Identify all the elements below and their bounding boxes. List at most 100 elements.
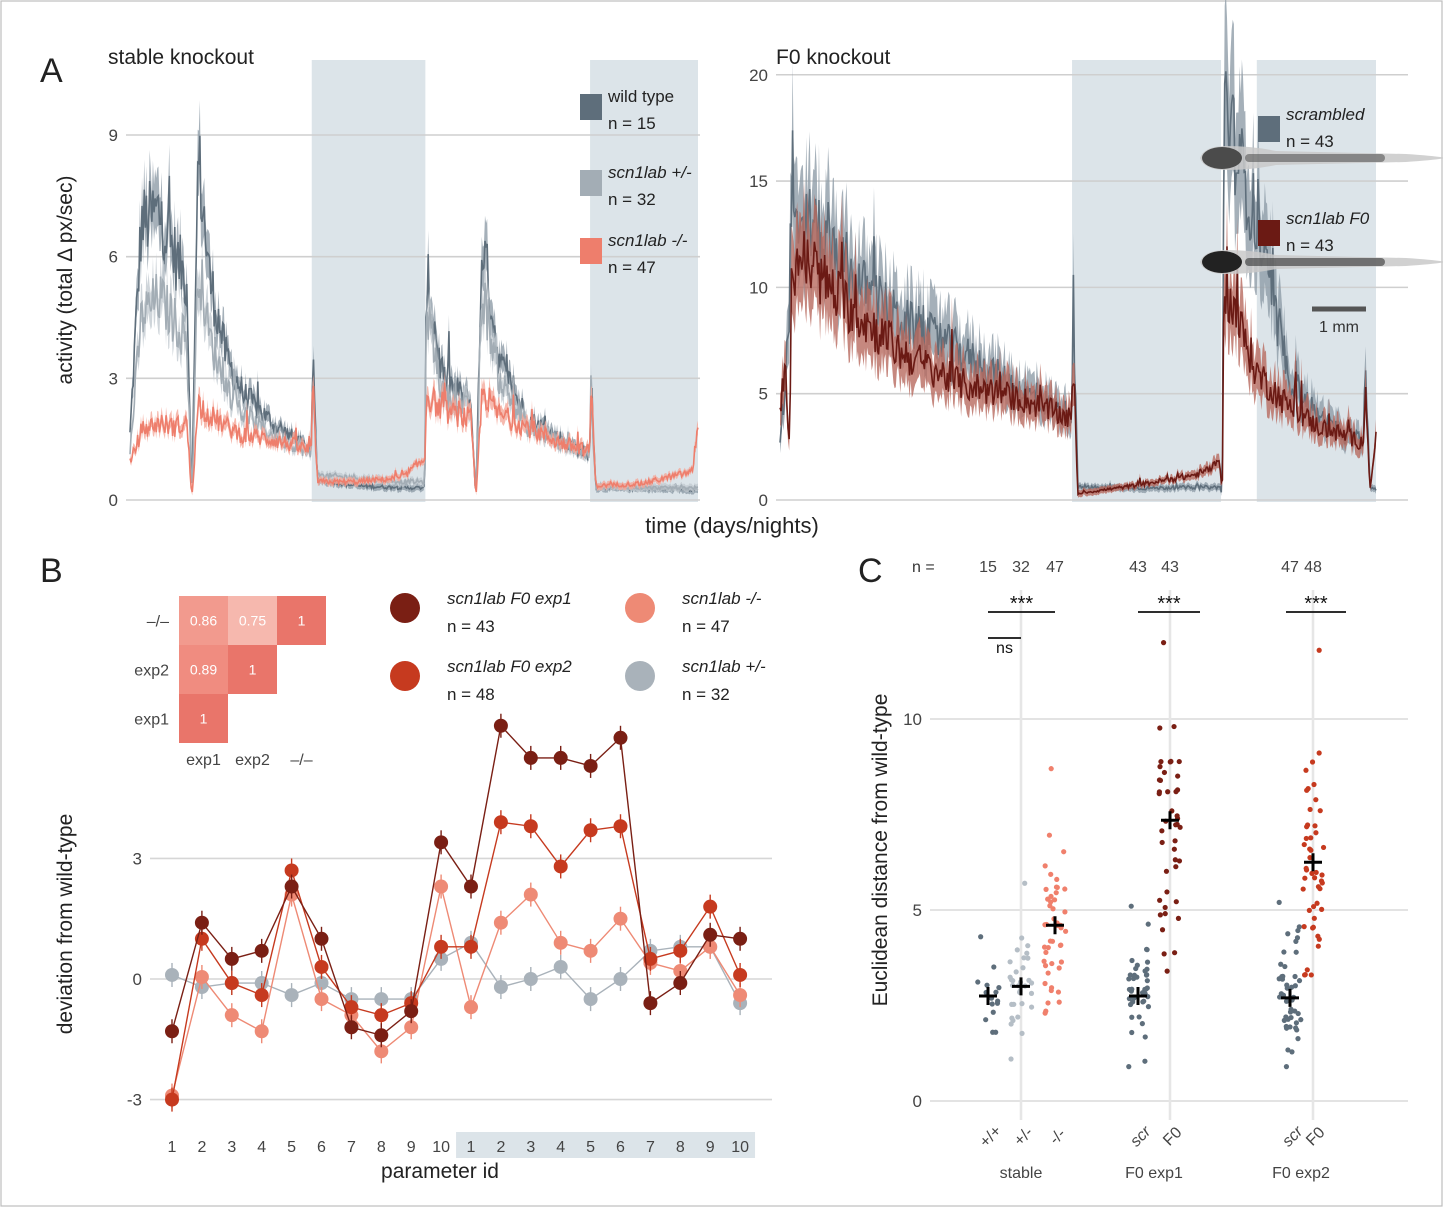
data-point — [1313, 830, 1319, 836]
data-point — [1308, 972, 1314, 978]
heatmap-col-label: exp2 — [235, 752, 270, 769]
data-point — [1019, 1030, 1025, 1036]
x-tick-label: 8 — [676, 1139, 685, 1156]
data-point — [1162, 911, 1168, 917]
data-point — [1304, 787, 1310, 793]
data-point — [1128, 903, 1134, 909]
data-point — [434, 879, 449, 894]
data-point — [344, 1020, 359, 1035]
x-tick-label: 4 — [257, 1139, 266, 1156]
data-point — [978, 934, 984, 940]
legend-n-1: n = 32 — [608, 190, 656, 209]
data-point — [1176, 758, 1182, 765]
mean-marker — [1304, 853, 1322, 872]
data-point — [165, 967, 179, 982]
n-count: 32 — [1012, 559, 1030, 576]
night-band-2 — [590, 60, 698, 502]
data-point — [523, 750, 538, 765]
heatmap-col-label: –/– — [290, 752, 312, 769]
x-tick-label: 3 — [526, 1139, 535, 1156]
data-point — [703, 927, 718, 942]
larva-images — [1200, 146, 1443, 274]
n-count: 43 — [1129, 559, 1147, 576]
data-point — [1007, 959, 1013, 965]
data-point — [1145, 1004, 1152, 1010]
data-point — [1315, 933, 1321, 939]
y-tick-label: 0 — [913, 1092, 922, 1111]
data-point — [1308, 835, 1314, 841]
mean-marker — [1161, 811, 1179, 830]
panel-a-y-axis-label: activity (total Δ px/sec) — [54, 176, 77, 385]
y-tick-label: 3 — [133, 849, 142, 868]
legend-n-2: n = 47 — [608, 258, 656, 277]
y-tick-label: 0 — [133, 970, 142, 989]
group-label: F0 exp2 — [1272, 1165, 1330, 1182]
panel-label-b: B — [40, 552, 63, 590]
data-point — [464, 879, 478, 894]
data-point — [1313, 797, 1319, 803]
data-point — [1022, 880, 1028, 886]
data-point — [990, 1009, 996, 1015]
data-point — [1014, 947, 1020, 953]
data-point — [493, 718, 508, 733]
data-point — [1127, 1001, 1134, 1008]
legend-name-2: scn1lab -/- — [682, 589, 762, 608]
data-point — [1278, 961, 1284, 967]
panel-c-n-header: n = — [912, 559, 935, 576]
data-point — [1159, 828, 1165, 834]
data-point — [254, 1024, 269, 1039]
legend-n-0: n = 43 — [447, 617, 495, 636]
data-point — [224, 951, 239, 966]
mean-marker — [1281, 988, 1299, 1007]
data-point — [1129, 986, 1135, 992]
data-point — [1157, 725, 1163, 731]
data-point — [1144, 959, 1151, 965]
data-point — [224, 976, 239, 991]
legend-swatch-0 — [1258, 116, 1280, 142]
heatmap-value: 1 — [298, 613, 306, 629]
data-point — [1139, 1021, 1145, 1027]
data-point — [1173, 899, 1179, 905]
legend-n-1: n = 48 — [447, 685, 495, 704]
data-point — [733, 967, 748, 982]
heatmap-row-label: exp2 — [134, 663, 169, 680]
data-point — [1295, 927, 1301, 934]
data-point — [553, 935, 568, 950]
data-point — [1300, 886, 1306, 892]
larva-spine-1 — [1245, 258, 1385, 266]
y-tick-label: 15 — [749, 172, 768, 191]
data-point — [1312, 823, 1318, 829]
data-point — [643, 951, 658, 966]
data-point — [374, 992, 389, 1007]
data-point — [1304, 822, 1311, 828]
data-point — [1303, 767, 1309, 773]
data-point — [1176, 858, 1183, 864]
y-tick-label: 5 — [759, 385, 768, 404]
data-point — [1175, 915, 1182, 921]
data-point — [1279, 973, 1285, 980]
n-count: 15 — [979, 559, 997, 576]
data-point — [1048, 871, 1054, 877]
legend-n-0: n = 15 — [608, 114, 656, 133]
data-point — [1043, 886, 1049, 892]
data-point — [1020, 965, 1026, 971]
series-line-2 — [129, 382, 699, 493]
legend-dot-0 — [390, 593, 420, 623]
data-point — [284, 863, 299, 878]
heatmap-cell — [228, 645, 277, 694]
data-point — [553, 959, 568, 974]
x-tick-label: 3 — [227, 1139, 236, 1156]
heatmap-value: 1 — [249, 662, 257, 678]
data-point — [374, 1044, 389, 1059]
data-point — [1028, 980, 1035, 986]
y-tick-label: 0 — [759, 491, 768, 510]
data-point — [1319, 906, 1325, 912]
data-point — [1287, 1024, 1293, 1030]
data-point — [1293, 938, 1299, 944]
data-point — [1046, 832, 1053, 838]
data-point — [1283, 1064, 1290, 1070]
data-point — [613, 819, 628, 834]
data-point — [1129, 1014, 1135, 1020]
series-line-0 — [171, 724, 741, 1037]
significance-label: *** — [1304, 593, 1328, 615]
